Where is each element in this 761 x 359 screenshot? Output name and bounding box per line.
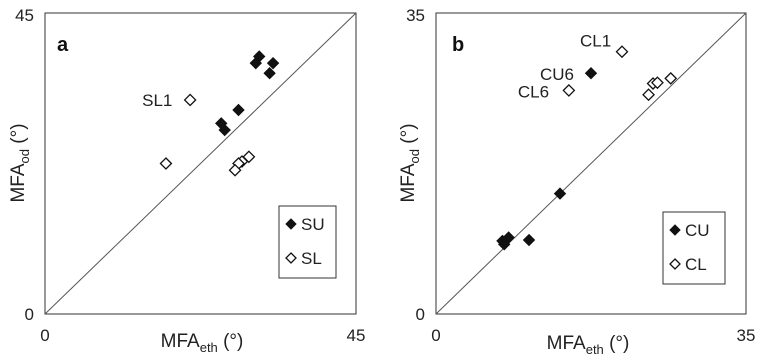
legend-box [278,205,337,279]
panel-letter: a [57,34,69,56]
filled-diamond-point-cu [553,187,567,200]
open-diamond-point-sl [159,157,173,170]
legend-label: CL [685,255,707,274]
panel-a: 0 45 0 45 MFAeth (°) MFAod (°) a SL1 SU SL [8,6,365,355]
filled-diamond-point-su [232,103,245,117]
x-axis-label: MFAeth (°) [161,331,244,355]
legend-label: SL [301,249,322,268]
filled-diamond-point-cu [584,66,598,80]
x-axis-label: MFAeth (°) [547,333,630,357]
y-axis-label: MFAod (°) [398,123,422,202]
y-tick-label: 0 [416,305,425,324]
open-diamond-point-sl [228,163,242,177]
point-annotation: CL1 [580,32,611,51]
x-tick-label: 45 [347,326,366,345]
legend-label: SU [301,215,325,234]
open-diamond-point-cl [615,45,629,59]
identity-line [435,12,747,315]
legend-marker [285,218,297,230]
filled-diamond-point-su [253,50,266,63]
open-diamond-point-cl [642,88,655,102]
point-annotation: CU6 [540,65,574,84]
filled-diamond-point-cu [522,233,536,247]
filled-diamond-point-cu [497,238,511,251]
legend-marker [669,224,681,236]
y-tick-label: 35 [406,6,425,25]
legend-label: CU [685,221,710,240]
panel-letter: b [452,34,464,56]
legend-marker [669,258,681,270]
identity-line [44,12,357,315]
point-annotation: CL6 [518,82,549,101]
y-axis-label: MFAod (°) [8,123,32,202]
open-diamond-point-cl [651,76,664,90]
filled-diamond-point-su [266,56,280,70]
plot-frame [44,12,357,315]
y-tick-label: 0 [25,305,34,324]
legend-marker [285,252,297,264]
plot-frame [435,12,747,315]
x-tick-label: 0 [431,326,440,345]
point-annotation: SL1 [142,91,172,110]
legend: SU SL [278,205,337,279]
legend: CU CL [662,211,726,285]
open-diamond-point-cl [664,71,678,85]
filled-diamond-point-su [263,66,276,80]
filled-diamond-point-su [215,117,228,130]
y-tick-label: 45 [15,6,34,25]
open-diamond-point-sl [183,93,197,107]
open-diamond-point-cl [562,83,576,97]
x-tick-label: 0 [40,326,49,345]
legend-box [662,211,726,285]
x-tick-label: 35 [737,326,756,345]
